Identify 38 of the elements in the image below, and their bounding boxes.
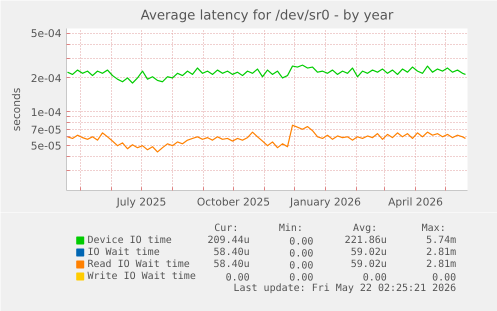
legend-label: IO Wait time [87, 247, 160, 258]
line-series [66, 64, 466, 84]
text: 209.44u [208, 235, 250, 246]
line-series [66, 124, 466, 153]
text: 0.00 [432, 272, 456, 284]
text: 221.86u [344, 235, 387, 246]
legend-label: Write IO Wait time [87, 271, 196, 282]
y-tick-label: 5e-05 [30, 140, 62, 153]
text: 58.40u [214, 259, 250, 270]
y-tick-label: 7e-05 [30, 123, 62, 136]
text: 0.00 [362, 272, 387, 284]
text: Avg: [353, 223, 378, 234]
legend-label: Read IO Wait time [87, 259, 190, 270]
text: 59.02u [350, 247, 387, 258]
text: 0.00 [289, 248, 314, 260]
x-tick-label: January 2026 [289, 196, 362, 208]
text: Cur: [214, 223, 238, 234]
text: 0.00 [289, 236, 314, 248]
legend-label: Device IO time [87, 235, 172, 246]
y-tick-label: 1e-04 [30, 106, 62, 119]
y-tick-label: 2e-04 [30, 72, 62, 85]
text: 5.74m [426, 235, 456, 246]
text: Last update: Fri May 22 02:25:21 2026 [233, 283, 456, 294]
text: 0.00 [289, 260, 314, 272]
text: 59.02u [350, 259, 387, 270]
x-tick-label: October 2025 [196, 196, 270, 208]
text: 0.00 [289, 272, 314, 284]
text: Min: [278, 223, 303, 234]
text: 2.81m [426, 247, 456, 258]
text: 2.81m [426, 259, 456, 270]
text: 58.40u [214, 247, 250, 258]
text: 0.00 [226, 272, 250, 284]
x-tick-label: April 2026 [388, 196, 444, 208]
y-tick-label: 5e-04 [30, 27, 62, 40]
text: Max: [422, 223, 446, 234]
chart-title: Average latency for /dev/sr0 - by year [140, 8, 394, 24]
y-axis-title: seconds [10, 87, 23, 132]
x-tick-label: July 2025 [116, 196, 166, 208]
